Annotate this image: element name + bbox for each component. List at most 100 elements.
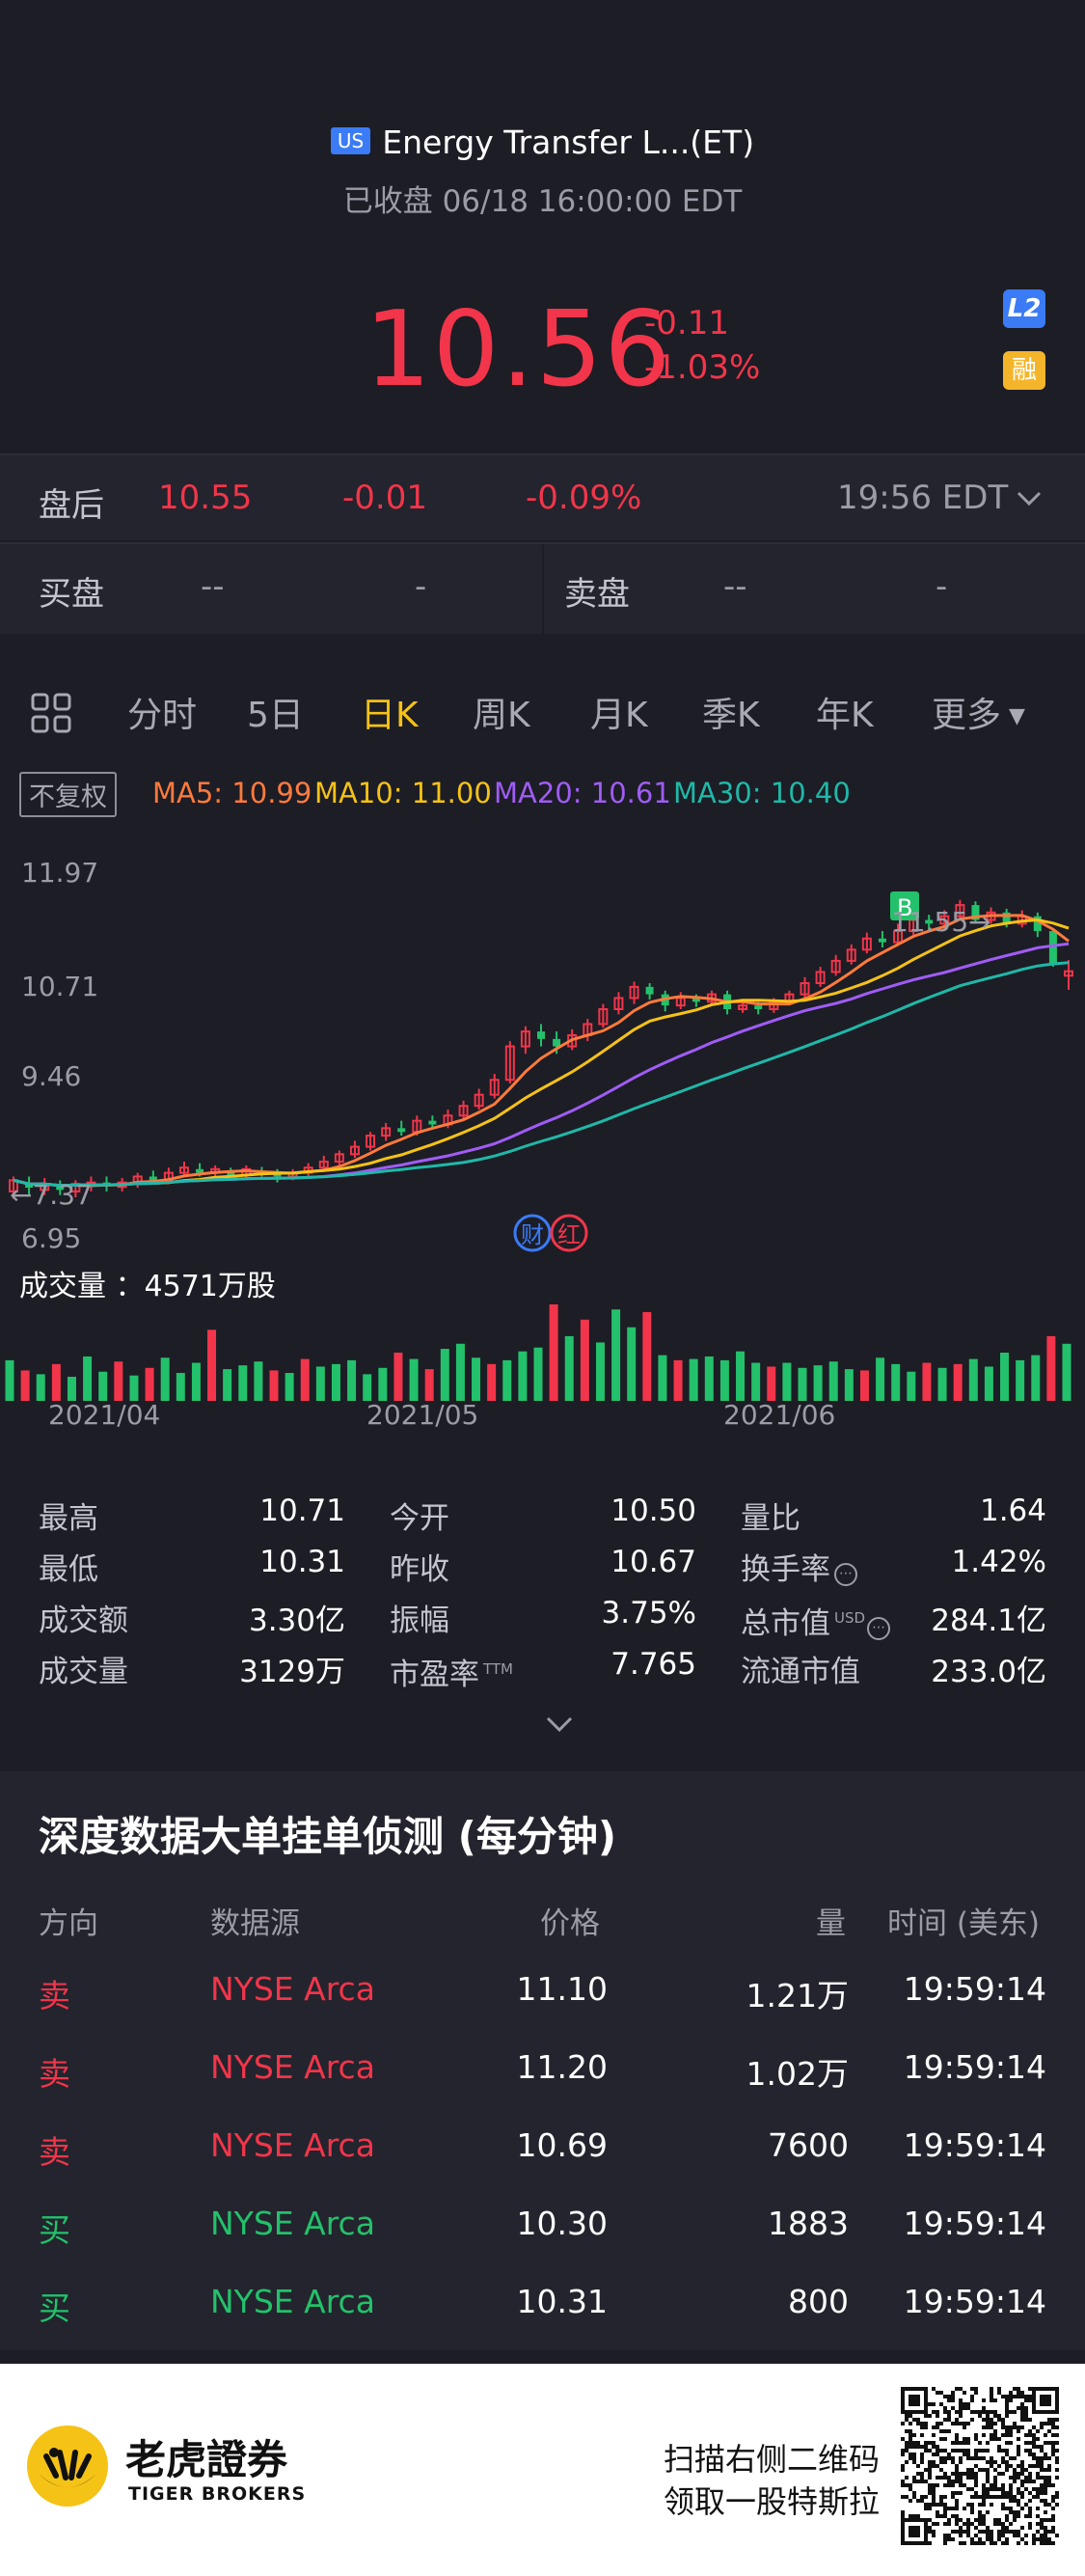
volume-bar bbox=[300, 1358, 310, 1401]
info-icon[interactable]: ⋯ bbox=[834, 1563, 857, 1586]
stat-label-text: 换手率 bbox=[741, 1552, 830, 1587]
buy-marker-badge[interactable] bbox=[890, 891, 919, 920]
qr-code[interactable] bbox=[901, 2387, 1059, 2545]
volume-bar bbox=[922, 1362, 932, 1401]
volume-bar bbox=[1062, 1343, 1071, 1401]
high-marker-value: 11.55 bbox=[891, 906, 968, 938]
depth-row[interactable]: 卖 NYSE Arca 10.69 7600 19:59:14 bbox=[0, 2126, 1085, 2204]
tab-weekly-k[interactable]: 周K bbox=[473, 696, 530, 735]
candle-body bbox=[25, 1184, 34, 1189]
column-header: 数据源 bbox=[210, 1906, 300, 1941]
volume-bar bbox=[595, 1342, 605, 1401]
volume-bar bbox=[36, 1374, 45, 1401]
expand-chevron-icon[interactable] bbox=[546, 1715, 573, 1735]
grid-layout-icon[interactable] bbox=[31, 693, 71, 733]
after-hours-change-pct: -0.09% bbox=[526, 479, 642, 517]
candle-body bbox=[754, 1005, 763, 1010]
candle-body bbox=[598, 1008, 609, 1026]
stat-superscript: TTM bbox=[483, 1659, 514, 1678]
high-marker: 11.55→ bbox=[891, 906, 991, 938]
stat-label: 换手率 ⋯ bbox=[741, 1545, 857, 1588]
candle-body bbox=[645, 986, 654, 995]
x-tick-label: 2021/06 bbox=[723, 1399, 835, 1428]
promo-text: 扫描右侧二维码 bbox=[664, 2441, 881, 2478]
tab-yearly-k[interactable]: 年K bbox=[816, 696, 874, 735]
volume-bar bbox=[891, 1363, 901, 1401]
stat-value: 3.30亿 bbox=[248, 1603, 345, 1638]
volume-bar bbox=[859, 1370, 869, 1401]
volume-bar bbox=[378, 1367, 388, 1401]
tab-monthly-k[interactable]: 月K bbox=[590, 696, 648, 735]
candle-body bbox=[318, 1161, 329, 1169]
margin-badge[interactable]: 融 bbox=[1003, 351, 1045, 390]
order-source: NYSE Arca bbox=[210, 2283, 375, 2320]
chevron-down-icon[interactable] bbox=[1017, 490, 1042, 507]
bid-ask-row: 买盘 -- - 卖盘 -- - bbox=[0, 542, 1085, 636]
stat-superscript: USD bbox=[834, 1608, 866, 1627]
price-change: -0.11 -1.03% bbox=[644, 301, 760, 390]
volume-bar bbox=[5, 1359, 14, 1401]
stat-label: 成交额 bbox=[39, 1603, 128, 1638]
depth-row[interactable]: 卖 NYSE Arca 11.10 1.21万 19:59:14 bbox=[0, 1970, 1085, 2047]
info-icon[interactable]: ⋯ bbox=[867, 1617, 891, 1640]
low-marker-value: 7.37 bbox=[32, 1179, 92, 1211]
depth-row[interactable]: 买 NYSE Arca 10.31 800 19:59:14 bbox=[0, 2283, 1085, 2360]
stat-label: 成交量 bbox=[39, 1655, 128, 1689]
volume-bar bbox=[937, 1367, 947, 1401]
tab-more[interactable]: 更多 ▼ bbox=[932, 687, 1025, 737]
order-source: NYSE Arca bbox=[210, 1970, 375, 2008]
candle-body bbox=[381, 1127, 392, 1137]
chart-period-tabs: 分时 5日 日K 周K 月K 季K 年K 更多 ▼ bbox=[0, 666, 1085, 753]
promo-text: 领取一股特斯拉 bbox=[664, 2483, 881, 2520]
stat-value: 10.31 bbox=[259, 1545, 345, 1579]
candle-body bbox=[925, 919, 934, 924]
candle-body bbox=[830, 959, 841, 973]
volume-bar bbox=[782, 1362, 792, 1401]
candle-body bbox=[504, 1045, 515, 1082]
volume-bar bbox=[393, 1353, 403, 1401]
depth-row[interactable]: 买 NYSE Arca 10.30 1883 19:59:14 bbox=[0, 2205, 1085, 2282]
depth-row[interactable]: 卖 NYSE Arca 11.20 1.02万 19:59:14 bbox=[0, 2048, 1085, 2125]
candle-body bbox=[178, 1166, 189, 1174]
volume-bar bbox=[876, 1357, 885, 1401]
y-tick-label: 10.71 bbox=[21, 971, 98, 1002]
volume-bar bbox=[627, 1327, 637, 1401]
volume-bar bbox=[580, 1319, 589, 1401]
stat-label: 昨收 bbox=[390, 1552, 449, 1587]
volume-bar bbox=[719, 1359, 729, 1401]
order-direction: 买 bbox=[39, 2289, 70, 2327]
last-price: 10.56 bbox=[365, 289, 673, 410]
tab-daily-k[interactable]: 日K bbox=[361, 696, 419, 735]
order-quantity: 800 bbox=[788, 2283, 849, 2320]
candle-body bbox=[474, 1093, 484, 1108]
tab-5day[interactable]: 5日 bbox=[247, 696, 304, 735]
earnings-marker[interactable] bbox=[513, 1214, 552, 1252]
order-direction: 卖 bbox=[39, 2055, 70, 2093]
volume-bar bbox=[455, 1343, 465, 1401]
kline-chart[interactable]: 11.97 10.71 9.46 6.95 ←7.37 B 11.55→ 财 红… bbox=[0, 830, 1085, 1428]
tab-intraday[interactable]: 分时 bbox=[127, 696, 198, 735]
stock-title[interactable]: US Energy Transfer L...(ET) bbox=[0, 123, 1085, 161]
candle-body bbox=[861, 937, 872, 951]
candle-body bbox=[334, 1153, 344, 1164]
stat-value: 1.42% bbox=[951, 1545, 1046, 1579]
volume-bar bbox=[533, 1347, 543, 1401]
dividend-marker[interactable] bbox=[550, 1214, 588, 1252]
volume-bar bbox=[549, 1304, 558, 1401]
stat-label: 流通市值 bbox=[741, 1655, 860, 1689]
arrow-right-icon: → bbox=[968, 906, 990, 938]
after-hours-label: 盘后 bbox=[39, 486, 104, 525]
stat-value: 10.71 bbox=[259, 1494, 345, 1528]
volume-bar bbox=[1046, 1335, 1056, 1401]
volume-bar bbox=[984, 1366, 993, 1401]
volume-bar bbox=[51, 1363, 61, 1401]
ma20-line bbox=[13, 942, 1070, 1188]
level2-badge[interactable]: L2 bbox=[1003, 289, 1045, 328]
after-hours-row[interactable]: 盘后 10.55 -0.01 -0.09% 19:56 EDT bbox=[0, 453, 1085, 540]
low-marker: ←7.37 bbox=[10, 1179, 93, 1211]
brand-name-cn: 老虎證券 bbox=[125, 2436, 288, 2483]
dividend-marker-label: 红 bbox=[557, 1221, 581, 1248]
tab-quarterly-k[interactable]: 季K bbox=[702, 696, 760, 735]
brand-name-en: TIGER BROKERS bbox=[128, 2483, 307, 2505]
adjustment-toggle[interactable]: 不复权 bbox=[19, 772, 117, 817]
